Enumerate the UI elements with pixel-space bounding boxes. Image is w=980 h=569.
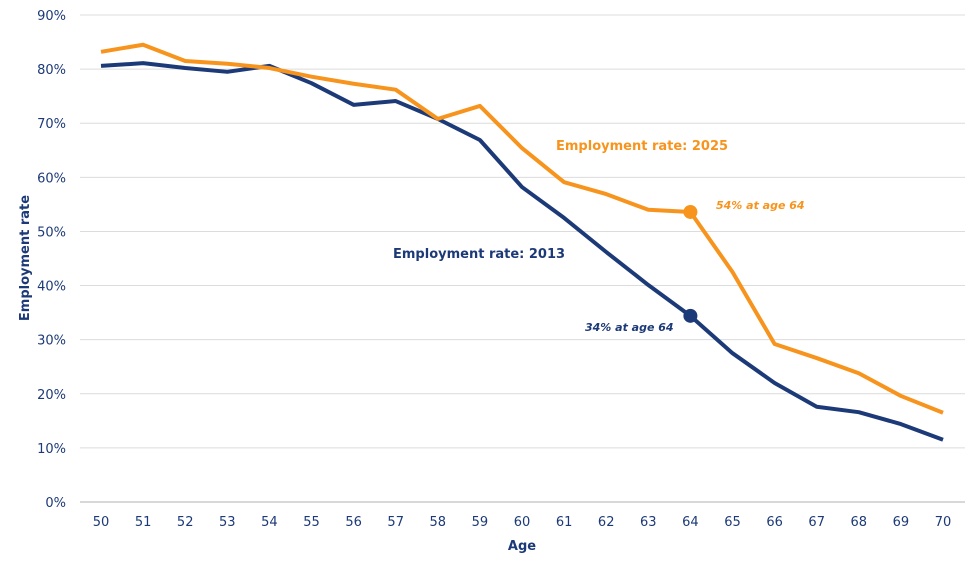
x-tick-label: 50 (93, 515, 110, 530)
y-tick-label: 70% (37, 117, 66, 132)
y-axis-ticks: 0% 10% 20% 30% 40% 50% 60% 70% 80% 90% (37, 9, 66, 511)
x-tick-label: 61 (556, 515, 573, 530)
y-tick-label: 90% (37, 9, 66, 24)
highlight-marker (683, 205, 697, 219)
highlight-marker (683, 309, 697, 323)
annotation-2013: 34% at age 64 (585, 321, 674, 334)
series-lines (101, 45, 943, 440)
x-tick-label: 58 (430, 515, 447, 530)
x-axis-ticks: 50 51 52 53 54 55 56 57 58 59 60 61 62 63 64 65 66 67 68 69… (93, 515, 952, 530)
y-axis-label: Employment rate (18, 195, 33, 321)
x-tick-label: 66 (766, 515, 783, 530)
x-tick-label: 63 (640, 515, 657, 530)
series-line-1 (101, 45, 943, 413)
x-tick-label: 62 (598, 515, 615, 530)
x-tick-label: 59 (472, 515, 489, 530)
series-label-2025: Employment rate: 2025 (556, 139, 728, 154)
series-label-2013: Employment rate: 2013 (393, 247, 565, 262)
y-tick-label: 20% (37, 388, 66, 403)
x-tick-label: 68 (851, 515, 868, 530)
x-tick-label: 69 (893, 515, 910, 530)
x-tick-label: 51 (135, 515, 152, 530)
x-tick-label: 56 (345, 515, 362, 530)
x-tick-label: 53 (219, 515, 236, 530)
y-tick-label: 30% (37, 334, 66, 349)
y-tick-label: 40% (37, 280, 66, 295)
annotation-2025: 54% at age 64 (716, 199, 805, 212)
x-tick-label: 60 (514, 515, 531, 530)
x-tick-label: 52 (177, 515, 194, 530)
y-tick-label: 50% (37, 225, 66, 240)
x-tick-label: 57 (387, 515, 404, 530)
y-tick-label: 0% (45, 496, 66, 511)
y-tick-label: 10% (37, 442, 66, 457)
x-tick-label: 65 (724, 515, 741, 530)
x-axis-label: Age (508, 539, 536, 554)
x-tick-label: 64 (682, 515, 699, 530)
x-tick-label: 54 (261, 515, 278, 530)
x-tick-label: 70 (935, 515, 952, 530)
y-tick-label: 80% (37, 63, 66, 78)
x-tick-label: 67 (808, 515, 825, 530)
x-tick-label: 55 (303, 515, 320, 530)
y-tick-label: 60% (37, 171, 66, 186)
